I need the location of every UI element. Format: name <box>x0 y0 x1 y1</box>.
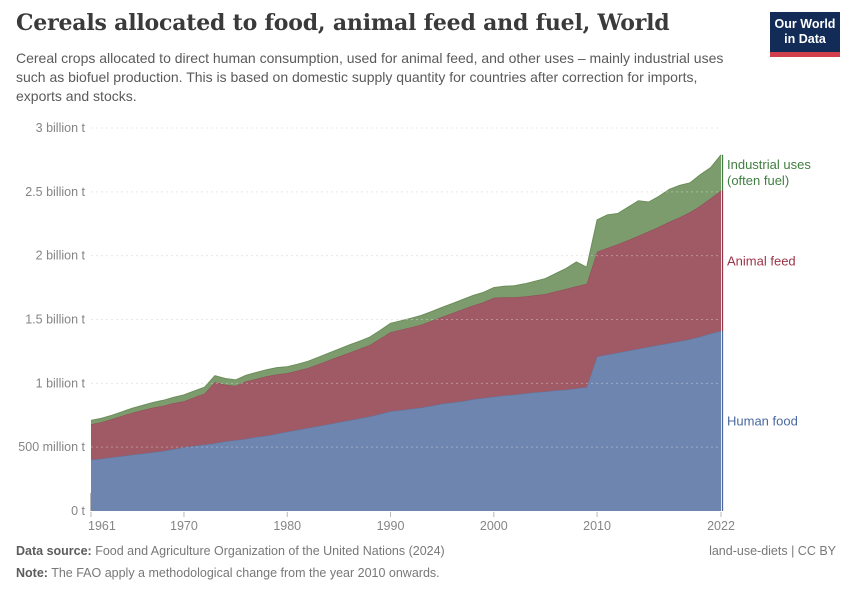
owid-logo[interactable]: Our World in Data <box>770 12 840 57</box>
area-animal-feed[interactable] <box>91 190 721 460</box>
page-title: Cereals allocated to food, animal feed a… <box>16 10 670 36</box>
x-axis-tick-label: 2022 <box>707 519 735 533</box>
x-axis-tick-label: 1961 <box>88 519 116 533</box>
data-source-line: Data source: Food and Agriculture Organi… <box>16 540 445 562</box>
x-axis-tick-label: 2010 <box>583 519 611 533</box>
data-source-label: Data source: <box>16 544 92 558</box>
y-axis-tick-label: 2.5 billion t <box>25 185 85 199</box>
y-axis-tick-label: 500 million t <box>18 440 85 454</box>
series-label-industrial-uses-often-fuel[interactable]: (often fuel) <box>727 173 789 188</box>
note-line: Note: The FAO apply a methodological cha… <box>16 562 836 584</box>
series-label-human-food[interactable]: Human food <box>727 413 798 428</box>
x-axis-tick-label: 1980 <box>273 519 301 533</box>
series-label-animal-feed[interactable]: Animal feed <box>727 253 796 268</box>
license-text[interactable]: land-use-diets | CC BY <box>709 544 836 558</box>
x-axis-tick-label: 1970 <box>170 519 198 533</box>
y-axis-tick-label: 1.5 billion t <box>25 313 85 327</box>
area-top-line-industrial-uses-often-fuel <box>90 154 722 421</box>
y-axis-tick-label: 3 billion t <box>36 121 86 135</box>
chart-footer: Data source: Food and Agriculture Organi… <box>16 540 836 584</box>
y-axis-tick-label: 1 billion t <box>36 376 86 390</box>
owid-logo-line1: Our World <box>774 17 836 31</box>
data-source-text: Food and Agriculture Organization of the… <box>91 544 445 558</box>
y-axis-tick-label: 0 t <box>71 504 85 518</box>
y-axis-tick-label: 2 billion t <box>36 249 86 263</box>
series-label-industrial-uses-often-fuel[interactable]: Industrial uses <box>727 157 811 172</box>
area-human-food[interactable] <box>91 331 721 511</box>
x-axis-tick-label: 1990 <box>377 519 405 533</box>
x-axis-tick-label: 2000 <box>480 519 508 533</box>
note-text: The FAO apply a methodological change fr… <box>47 566 440 580</box>
chart-subtitle: Cereal crops allocated to direct human c… <box>16 50 724 104</box>
note-label: Note: <box>16 566 48 580</box>
owid-logo-line2: in Data <box>784 32 826 46</box>
